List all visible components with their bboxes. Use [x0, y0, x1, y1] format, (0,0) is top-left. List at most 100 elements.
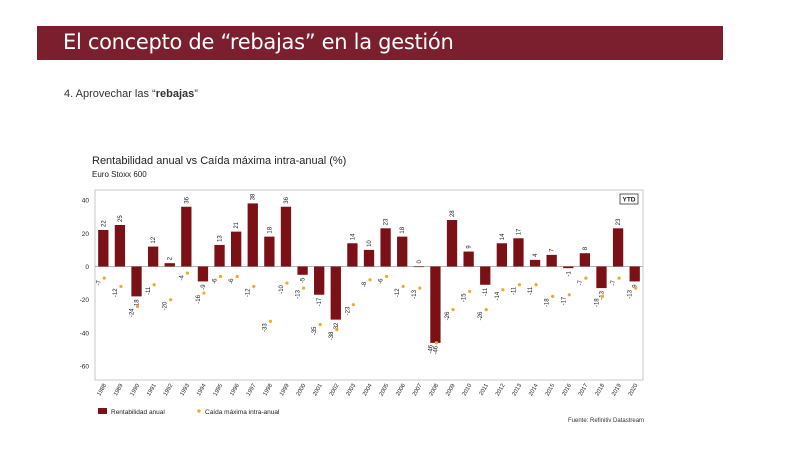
x-tick-label: 1997: [246, 383, 258, 397]
x-tick-label: 2011: [479, 383, 490, 397]
data-label-rentabilidad: 10: [367, 240, 373, 247]
bar-rentabilidad: [347, 243, 358, 267]
y-tick-label: 20: [82, 231, 90, 238]
dot-caida: [451, 308, 455, 312]
x-tick-label: 1988: [96, 383, 108, 397]
section-subtitle: 4. Aprovechar las “rebajas”: [64, 88, 198, 100]
bar-rentabilidad: [247, 203, 258, 267]
data-label-rentabilidad: 36: [184, 196, 190, 203]
data-label-caida: -4: [179, 274, 185, 280]
data-label-rentabilidad: 14: [350, 233, 356, 240]
data-label-caida: -26: [478, 311, 484, 320]
dot-caida: [385, 274, 389, 279]
chart-source: Fuente: Refinitiv Datastream: [568, 418, 645, 424]
y-tick-label: -20: [80, 297, 90, 304]
bar-rentabilidad: [397, 236, 408, 267]
dot-caida: [634, 286, 638, 290]
x-tick-label: 2001: [312, 383, 324, 397]
dot-caida: [534, 283, 538, 287]
dot-caida: [301, 286, 306, 290]
bar-rentabilidad: [596, 266, 607, 289]
data-label-rentabilidad: 25: [118, 215, 124, 222]
data-label-caida: -6: [379, 278, 385, 284]
x-tick-label: 1993: [179, 383, 191, 397]
legend-label-rentabilidad: Rentabilidad anual: [111, 409, 165, 416]
data-label-caida: -12: [395, 288, 401, 297]
legend-swatch-rentabilidad: [98, 408, 107, 414]
data-label-caida: -38: [329, 331, 335, 340]
bar-rentabilidad: [480, 266, 491, 285]
bar-rentabilidad: [114, 225, 126, 267]
bar-rentabilidad: [314, 266, 325, 295]
dot-caida: [484, 308, 488, 312]
x-tick-label: 2006: [395, 383, 407, 397]
dot-caida: [235, 274, 239, 279]
x-tick-label: 2002: [329, 383, 341, 397]
x-tick-label: 2015: [545, 383, 557, 397]
y-tick-label: -60: [80, 364, 90, 371]
data-label-caida: -14: [495, 291, 501, 300]
x-tick-label: 2012: [495, 383, 507, 397]
data-label-rentabilidad: 8: [583, 246, 589, 250]
data-label-caida: -13: [412, 289, 418, 298]
data-label-rentabilidad: 21: [234, 221, 240, 228]
x-tick-label: 2016: [561, 383, 573, 397]
data-label-rentabilidad: 0: [417, 260, 423, 264]
bar-rentabilidad: [563, 266, 574, 269]
data-label-caida: -13: [296, 289, 302, 298]
data-label-caida: -7: [611, 279, 617, 285]
bar-rentabilidad: [546, 254, 557, 267]
x-tick-label: 2000: [296, 383, 308, 397]
x-tick-label: 2008: [429, 383, 441, 397]
dot-caida: [617, 276, 621, 280]
x-tick-label: 2017: [578, 383, 590, 397]
bar-rentabilidad: [181, 206, 192, 267]
data-label-caida: -6: [213, 278, 219, 284]
x-tick-label: 2010: [462, 383, 474, 397]
x-tick-label: 2003: [345, 383, 357, 397]
x-tick-label: 1990: [130, 383, 142, 397]
dot-caida: [152, 283, 156, 287]
bar-rentabilidad: [463, 251, 474, 267]
legend-swatch-caida: [197, 409, 201, 413]
x-tick-label: 1991: [146, 383, 158, 397]
data-label-caida: -7: [96, 279, 102, 285]
legend-label-caida: Caída máxima intra-anual: [205, 409, 280, 416]
data-label-rentabilidad: 18: [267, 226, 273, 233]
bar-rentabilidad: [629, 266, 640, 282]
data-label-rentabilidad: -5: [301, 277, 307, 283]
x-tick-label: 2004: [362, 382, 374, 397]
x-tick-label: 2005: [379, 383, 391, 397]
bar-rentabilidad: [164, 263, 175, 267]
data-label-caida: -35: [312, 326, 318, 335]
x-tick-label: 1994: [196, 382, 208, 397]
bar-rentabilidad: [280, 206, 292, 267]
dot-caida: [202, 291, 206, 295]
subtitle-bold: rebajas: [155, 88, 195, 100]
data-label-caida: -23: [345, 306, 351, 315]
bar-rentabilidad: [131, 266, 142, 297]
data-label-caida: -33: [262, 323, 268, 332]
dot-caida: [418, 286, 422, 290]
data-label-caida: -7: [578, 279, 584, 285]
dot-caida: [218, 274, 223, 279]
dot-caida: [318, 323, 322, 327]
bar-rentabilidad: [197, 266, 209, 282]
data-label-rentabilidad: 9: [467, 245, 473, 249]
dot-caida: [551, 294, 555, 298]
data-label-rentabilidad: 22: [101, 220, 107, 227]
data-label-caida: -26: [445, 311, 451, 320]
data-label-rentabilidad: -9: [201, 284, 207, 290]
dot-caida: [119, 284, 123, 289]
dot-caida: [285, 281, 289, 285]
page-title: El concepto de “rebajas” en la gestión: [63, 30, 454, 54]
y-tick-label: 40: [82, 198, 90, 205]
data-label-caida: -18: [594, 298, 600, 307]
dot-caida: [169, 298, 173, 302]
dot-caida: [584, 276, 588, 280]
x-tick-label: 1992: [163, 383, 175, 397]
data-label-rentabilidad: 18: [400, 226, 406, 233]
data-label-rentabilidad: 23: [384, 218, 390, 225]
x-tick-label: 1998: [262, 383, 274, 397]
